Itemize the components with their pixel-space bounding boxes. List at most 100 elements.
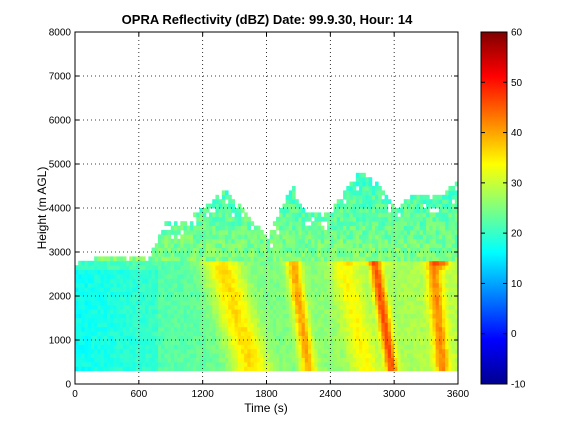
heatmap-cell bbox=[240, 344, 245, 350]
heatmap-cell bbox=[189, 265, 194, 270]
heatmap-cell bbox=[327, 243, 331, 248]
heatmap-cell bbox=[416, 247, 421, 253]
heatmap-cell bbox=[346, 287, 350, 292]
heatmap-cell bbox=[145, 362, 149, 367]
heatmap-cell bbox=[164, 296, 168, 301]
heatmap-cell bbox=[103, 291, 108, 297]
heatmap-cell bbox=[75, 326, 79, 332]
heatmap-cell bbox=[349, 256, 354, 262]
heatmap-cell bbox=[170, 362, 175, 367]
heatmap-cell bbox=[81, 287, 85, 292]
heatmap-cell bbox=[301, 225, 306, 231]
heatmap-cell bbox=[84, 300, 89, 306]
heatmap-cell bbox=[403, 353, 408, 358]
heatmap-cell bbox=[397, 287, 401, 292]
heatmap-cell bbox=[135, 274, 140, 279]
heatmap-cell bbox=[119, 260, 124, 266]
heatmap-cell bbox=[189, 300, 194, 306]
heatmap-cell bbox=[135, 287, 140, 292]
heatmap-cell bbox=[394, 252, 398, 257]
heatmap-cell bbox=[416, 212, 421, 218]
heatmap-cell bbox=[384, 247, 389, 253]
heatmap-cell bbox=[330, 212, 334, 218]
heatmap-cell bbox=[276, 309, 280, 314]
heatmap-cell bbox=[375, 225, 379, 231]
heatmap-cell bbox=[311, 366, 315, 372]
heatmap-cell bbox=[84, 366, 89, 372]
heatmap-cell bbox=[387, 221, 392, 226]
heatmap-cell bbox=[394, 348, 398, 354]
heatmap-cell bbox=[90, 340, 95, 345]
heatmap-cell bbox=[228, 326, 232, 332]
heatmap-cell bbox=[454, 278, 459, 284]
heatmap-cell bbox=[269, 335, 274, 341]
heatmap-cell bbox=[292, 260, 296, 266]
heatmap-cell bbox=[413, 313, 417, 319]
heatmap-cell bbox=[378, 238, 382, 244]
heatmap-cell bbox=[113, 256, 117, 262]
heatmap-cell bbox=[240, 287, 245, 292]
heatmap-cell bbox=[311, 287, 315, 292]
heatmap-cell bbox=[314, 348, 318, 354]
heatmap-cell bbox=[110, 274, 114, 279]
heatmap-cell bbox=[142, 326, 146, 332]
heatmap-cell bbox=[205, 287, 210, 292]
heatmap-cell bbox=[403, 362, 408, 367]
heatmap-cell bbox=[355, 357, 360, 363]
heatmap-cell bbox=[161, 326, 165, 332]
heatmap-cell bbox=[186, 296, 191, 301]
heatmap-cell bbox=[94, 260, 98, 266]
heatmap-cell bbox=[400, 353, 405, 358]
heatmap-cell bbox=[90, 296, 95, 301]
heatmap-cell bbox=[442, 340, 446, 345]
heatmap-cell bbox=[390, 225, 395, 231]
heatmap-cell bbox=[419, 340, 424, 345]
heatmap-cell bbox=[110, 256, 114, 262]
heatmap-cell bbox=[339, 203, 344, 209]
heatmap-cell bbox=[183, 335, 188, 341]
heatmap-cell bbox=[397, 208, 401, 213]
heatmap-cell bbox=[272, 318, 277, 323]
heatmap-cell bbox=[250, 243, 255, 248]
heatmap-cell bbox=[343, 335, 347, 341]
heatmap-cell bbox=[260, 353, 264, 358]
heatmap-cell bbox=[323, 322, 328, 328]
heatmap-cell bbox=[199, 260, 204, 266]
heatmap-cell bbox=[327, 287, 331, 292]
heatmap-cell bbox=[432, 353, 437, 358]
heatmap-cell bbox=[406, 362, 411, 367]
heatmap-cell bbox=[416, 238, 421, 244]
heatmap-cell bbox=[400, 243, 405, 248]
heatmap-cell bbox=[202, 282, 207, 288]
heatmap-cell bbox=[228, 296, 232, 301]
heatmap-cell bbox=[349, 269, 354, 275]
heatmap-cell bbox=[397, 353, 401, 358]
heatmap-cell bbox=[387, 256, 392, 262]
heatmap-cell bbox=[247, 331, 251, 336]
heatmap-cell bbox=[400, 208, 405, 213]
heatmap-cell bbox=[199, 291, 204, 297]
heatmap-cell bbox=[381, 190, 385, 196]
heatmap-cell bbox=[410, 243, 414, 248]
heatmap-cell bbox=[346, 265, 350, 270]
heatmap-cell bbox=[327, 357, 331, 363]
heatmap-cell bbox=[394, 313, 398, 319]
heatmap-cell bbox=[368, 313, 373, 319]
heatmap-cell bbox=[301, 216, 306, 222]
heatmap-cell bbox=[285, 304, 290, 310]
heatmap-cell bbox=[323, 252, 328, 257]
heatmap-cell bbox=[126, 265, 130, 270]
heatmap-cell bbox=[320, 331, 325, 336]
heatmap-cell bbox=[413, 238, 417, 244]
heatmap-cell bbox=[298, 366, 303, 372]
colorbar-tick-label: 60 bbox=[511, 28, 523, 39]
heatmap-cell bbox=[129, 335, 133, 341]
heatmap-cell bbox=[228, 340, 232, 345]
heatmap-cell bbox=[307, 296, 312, 301]
heatmap-cell bbox=[234, 238, 239, 244]
heatmap-cell bbox=[209, 230, 213, 235]
heatmap-cell bbox=[196, 216, 200, 222]
heatmap-cell bbox=[320, 326, 325, 332]
heatmap-cell bbox=[215, 256, 220, 262]
heatmap-cell bbox=[75, 357, 79, 363]
